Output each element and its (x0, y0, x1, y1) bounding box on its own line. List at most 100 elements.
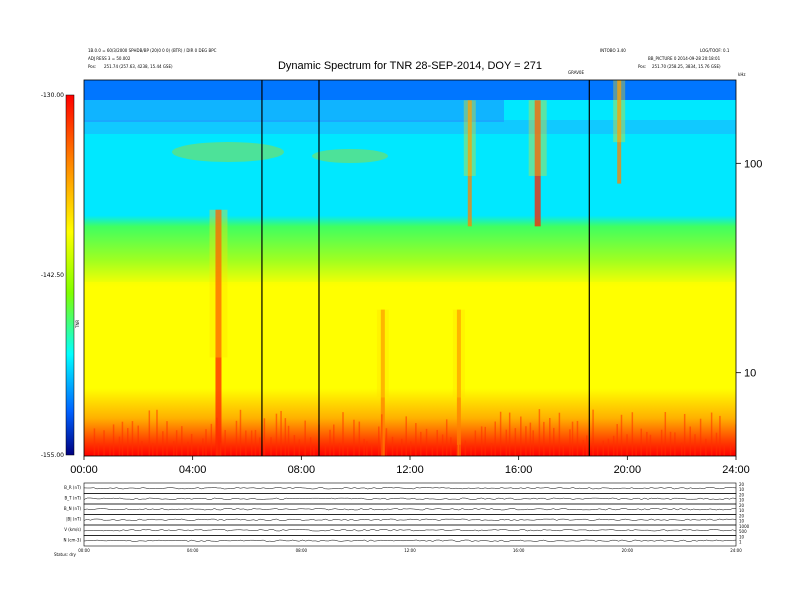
panel-right-tick: 500 (739, 529, 747, 534)
panel-x-tick-label: 16:00 (513, 548, 525, 553)
colorbar-label: TNR (75, 320, 80, 329)
burst-halo (209, 209, 228, 358)
spike-mark (508, 412, 511, 456)
spike-mark (616, 424, 618, 456)
spike-mark (562, 445, 565, 456)
header-left-pos-label: Pos: (88, 64, 96, 69)
spike-mark (607, 438, 610, 456)
panel-label: B_T (nT) (64, 496, 81, 501)
footer-status: Status: dry (54, 552, 77, 557)
spike-mark (284, 418, 287, 456)
spike-mark (112, 424, 115, 456)
spike-mark (558, 412, 561, 456)
x-tick-label: 04:00 (179, 464, 207, 476)
spike-mark (631, 412, 634, 456)
spike-mark (338, 442, 341, 456)
header-left-line2: ADJ RESS 3 = 50.002 (88, 56, 131, 61)
header-left-pos-value: 251.74 (257.63, 4238, 15.44 GSE) (104, 64, 173, 69)
colorbar-tick-label: -130.00 (41, 92, 64, 99)
x-tick-label: 16:00 (505, 464, 533, 476)
spike-mark (689, 426, 691, 456)
y-axis: 10 100 (736, 158, 762, 380)
spike-mark (346, 447, 349, 456)
band-yellow-mid (84, 282, 736, 298)
spike-mark (640, 428, 643, 456)
panel-right-tick: 1000 (739, 524, 750, 529)
spike-mark (649, 434, 652, 456)
spectrogram (84, 80, 736, 456)
spike-mark (694, 434, 696, 456)
panel-right-tick: 10 (739, 535, 745, 540)
spike-mark (576, 420, 579, 456)
band-blue-2 (84, 100, 504, 122)
spike-mark (656, 445, 659, 456)
spike-mark (385, 428, 388, 456)
spike-mark (127, 428, 129, 456)
panel-label: V (km/s) (64, 527, 81, 532)
panel-x-tick-label: 04:00 (187, 548, 199, 553)
spike-mark (415, 423, 417, 456)
spike-mark (259, 437, 261, 456)
spike-mark (329, 429, 331, 456)
spike-mark (293, 435, 296, 456)
spike-mark (190, 433, 193, 456)
panel-right-tick: 10 (739, 508, 745, 513)
colorbar-ticks: -130.00 -142.50 -155.00 (41, 92, 64, 459)
header-right-line0: INTOBO 3.40 (600, 48, 626, 53)
y-tick-label: 100 (744, 158, 762, 170)
burst-halo (463, 100, 476, 176)
panel-right-tick: 10 (739, 498, 745, 503)
panel-right-tick: 10 (739, 519, 745, 524)
panel-x-tick-label: 12:00 (404, 548, 416, 553)
header-right-line1: BB_PICTURE 0 2014-09-28 20:18:01 (648, 56, 721, 61)
spike-mark (436, 429, 438, 456)
spike-mark (410, 441, 412, 456)
spike-mark (333, 424, 335, 456)
spike-mark (470, 446, 472, 456)
panel-right-tick: 20 (739, 514, 745, 519)
spike-mark (514, 428, 517, 456)
spike-mark (699, 418, 702, 456)
spike-mark (162, 431, 164, 456)
panel-label: B_N (nT) (64, 506, 82, 511)
burst-halo (376, 309, 389, 398)
spike-mark (391, 436, 394, 456)
spike-mark (425, 428, 428, 456)
green-blob-left (172, 142, 284, 162)
spike-mark (381, 414, 383, 456)
x-tick-label: 20:00 (614, 464, 642, 476)
panel-right-tick: 10 (739, 487, 745, 492)
spike-mark (239, 409, 242, 456)
x-tick-label: 24:00 (722, 464, 750, 476)
spike-mark (571, 421, 574, 456)
spike-mark (230, 446, 232, 456)
header-left-line1: 1B.0.0 = 60/3/2000 SPHDB/BP (20)0 0 0) (… (88, 48, 217, 53)
spike-mark (97, 443, 100, 456)
spike-mark (602, 440, 604, 456)
spike-mark (181, 426, 183, 456)
spike-mark (205, 429, 207, 456)
panel-right-tick: 20 (739, 493, 745, 498)
spike-mark (263, 418, 266, 456)
spike-mark (719, 415, 721, 456)
panel-trace (83, 508, 736, 511)
spike-layer (93, 409, 736, 456)
spike-mark (197, 444, 199, 456)
spike-mark (494, 421, 496, 456)
spike-mark (152, 443, 154, 456)
spike-mark (705, 438, 707, 456)
spike-mark (596, 446, 599, 456)
spike-mark (121, 421, 124, 456)
spike-mark (464, 440, 467, 456)
spike-mark (103, 430, 105, 456)
x-tick-label: 12:00 (396, 464, 424, 476)
spike-mark (626, 434, 628, 456)
spectrum-background (84, 80, 736, 456)
spike-mark (342, 412, 344, 456)
panel-x-tick-label: 08:00 (296, 548, 308, 553)
spike-mark (254, 429, 257, 456)
spike-mark (298, 439, 301, 456)
spike-mark (529, 422, 532, 456)
